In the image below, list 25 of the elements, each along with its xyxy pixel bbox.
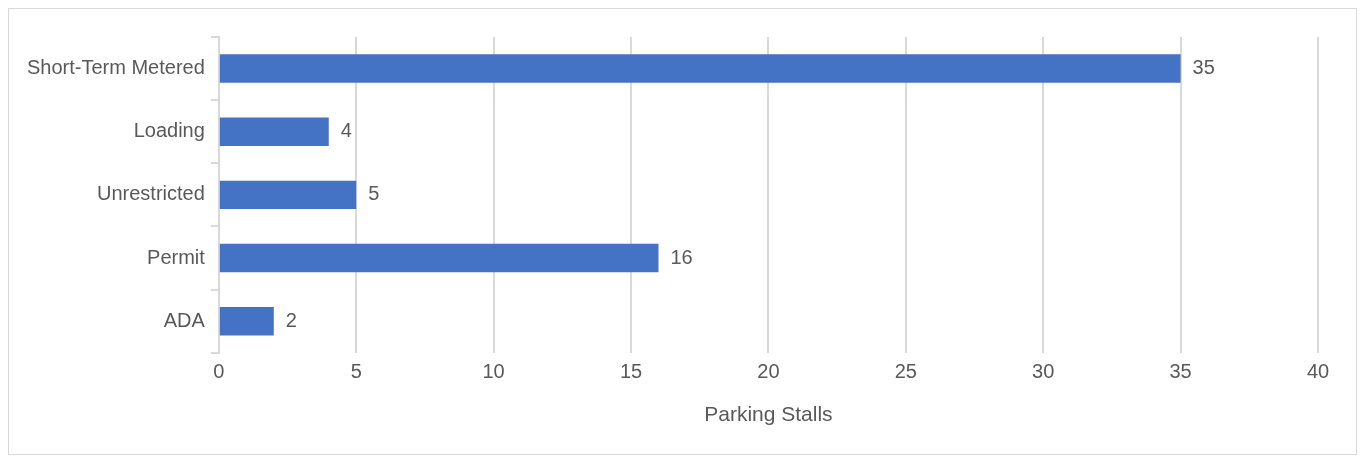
bar: [219, 307, 274, 336]
y-tick-label: Permit: [147, 245, 206, 268]
x-axis-title: Parking Stalls: [704, 402, 833, 426]
x-tick-label: 15: [619, 360, 643, 383]
data-label: 2: [285, 308, 297, 331]
bar: [219, 54, 1181, 83]
bar: [219, 180, 357, 210]
y-tick-label: Unrestricted: [97, 182, 205, 205]
x-tick-label: 20: [757, 360, 780, 383]
y-tick-label: ADA: [163, 308, 206, 331]
x-tick-label: 5: [350, 360, 362, 383]
x-tick-label: 30: [1032, 360, 1055, 383]
data-label: 16: [670, 245, 693, 268]
x-tick-label: 10: [482, 360, 505, 383]
data-label: 5: [368, 182, 380, 205]
x-tick-label: 25: [894, 360, 917, 383]
data-label: 4: [340, 119, 352, 142]
bar: [219, 117, 329, 146]
x-tick-label: 40: [1306, 360, 1330, 383]
y-tick-label: Short-Term Metered: [26, 56, 205, 79]
y-tick-label: Loading: [133, 119, 205, 142]
x-tick-label: 0: [213, 360, 225, 383]
bar: [219, 243, 659, 273]
x-tick-label: 35: [1169, 360, 1192, 383]
data-label: 35: [1192, 56, 1215, 79]
